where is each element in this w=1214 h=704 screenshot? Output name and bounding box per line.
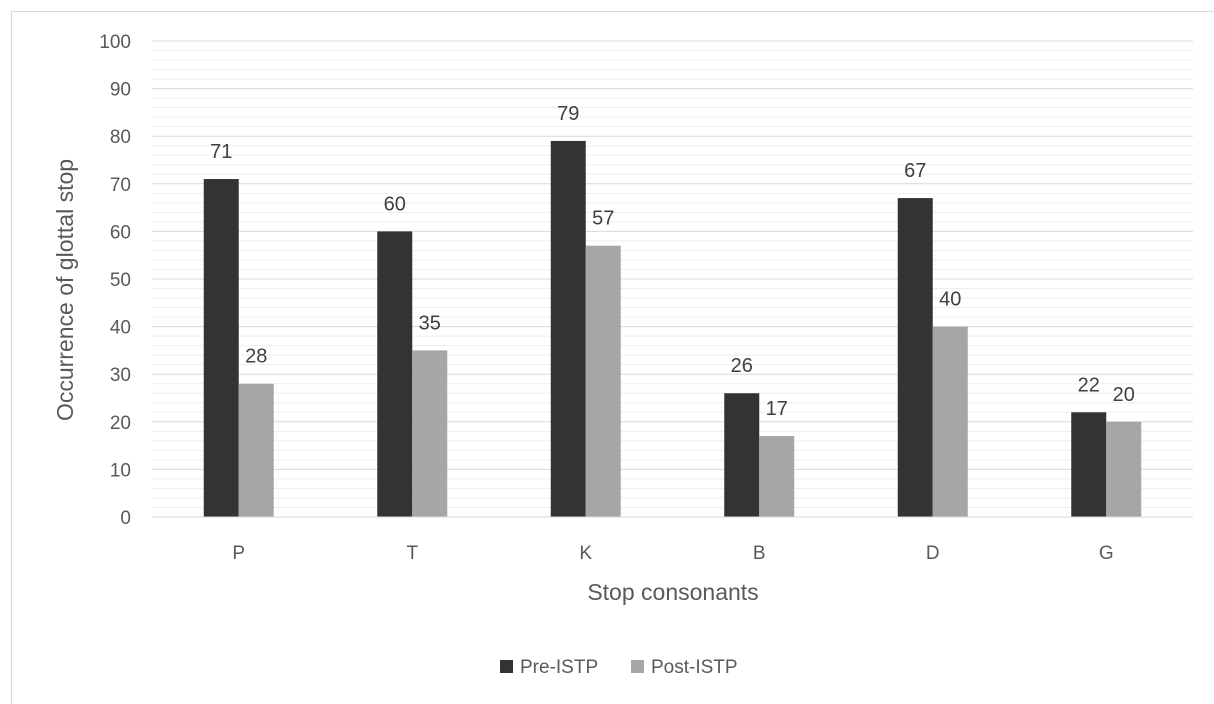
- data-label-post-istp-g: 20: [1113, 384, 1135, 406]
- y-tick-label: 90: [110, 80, 131, 101]
- y-tick-label: 80: [110, 127, 131, 148]
- y-tick-label: 60: [110, 222, 131, 243]
- data-label-post-istp-d: 40: [939, 289, 961, 311]
- y-tick-label: 0: [120, 508, 131, 529]
- y-axis-title: Occurrence of glottal stop: [52, 159, 78, 421]
- data-label-pre-istp-p: 71: [210, 141, 232, 163]
- data-label-post-istp-k: 57: [592, 208, 614, 230]
- legend-label-pre-istp: Pre-ISTP: [520, 657, 598, 678]
- bar-post-istp-p: [238, 383, 274, 517]
- major-gridlines: [152, 40, 1193, 470]
- x-axis-title: Stop consonants: [587, 579, 758, 605]
- bar-pre-istp-p: [203, 179, 239, 518]
- legend-swatch-post-istp: [631, 660, 644, 673]
- bar-pre-istp-b: [724, 393, 760, 517]
- x-tick-label: P: [232, 543, 245, 564]
- bars: [203, 140, 1142, 518]
- bar-post-istp-b: [759, 436, 795, 517]
- x-tick-label: B: [753, 543, 766, 564]
- x-tick-label: D: [926, 543, 940, 564]
- bar-post-istp-g: [1106, 421, 1142, 517]
- bar-post-istp-k: [585, 245, 621, 517]
- data-label-post-istp-p: 28: [245, 346, 267, 368]
- x-tick-label: K: [579, 543, 592, 564]
- y-tick-label: 50: [110, 270, 131, 291]
- bar-pre-istp-t: [377, 231, 413, 517]
- bar-pre-istp-k: [550, 140, 586, 517]
- y-tick-label: 20: [110, 413, 131, 434]
- minor-gridlines: [152, 50, 1193, 508]
- data-label-pre-istp-t: 60: [384, 193, 406, 215]
- data-label-pre-istp-g: 22: [1078, 374, 1100, 396]
- data-label-pre-istp-d: 67: [904, 160, 926, 182]
- y-tick-label: 70: [110, 175, 131, 196]
- legend-swatch-pre-istp: [500, 660, 513, 673]
- data-label-pre-istp-k: 79: [557, 103, 579, 125]
- y-tick-label: 30: [110, 365, 131, 386]
- data-label-pre-istp-b: 26: [731, 355, 753, 377]
- data-labels: 71 28 60 35 79 57 26 17 67 40 22 20: [210, 103, 1135, 420]
- bar-pre-istp-g: [1071, 412, 1107, 517]
- bar-post-istp-d: [932, 326, 968, 517]
- y-tick-label: 40: [110, 318, 131, 339]
- y-axis-tick-labels: 0 10 20 30 40 50 60 70 80 90 100: [99, 32, 131, 529]
- x-tick-label: G: [1099, 543, 1114, 564]
- data-label-post-istp-b: 17: [766, 398, 788, 420]
- y-tick-label: 10: [110, 460, 131, 481]
- x-tick-label: T: [406, 543, 418, 564]
- bar-post-istp-t: [412, 350, 448, 517]
- legend-label-post-istp: Post-ISTP: [651, 657, 738, 678]
- data-label-post-istp-t: 35: [419, 312, 441, 334]
- bar-pre-istp-d: [897, 198, 933, 517]
- y-tick-label: 100: [99, 32, 131, 53]
- legend: Pre-ISTP Post-ISTP: [500, 657, 738, 678]
